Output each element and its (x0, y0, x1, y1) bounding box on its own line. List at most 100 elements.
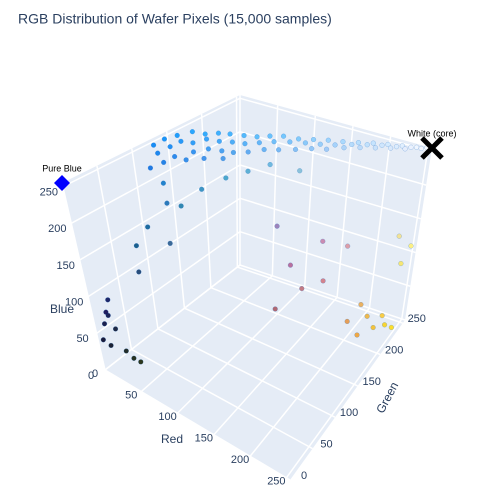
data-point (201, 155, 207, 161)
data-point (345, 243, 351, 249)
grid-line (285, 318, 403, 479)
grid-line (368, 136, 392, 309)
y-tick-label: 50 (320, 439, 332, 451)
data-point (408, 243, 414, 249)
data-point (155, 150, 161, 156)
data-point (267, 162, 273, 168)
data-point (245, 168, 251, 174)
data-point (324, 146, 330, 152)
data-point (190, 140, 196, 146)
grid-line (96, 231, 241, 334)
data-point (138, 359, 144, 365)
grid-line (239, 230, 411, 287)
data-point (178, 203, 184, 209)
data-point (293, 146, 299, 152)
marker-x (420, 136, 444, 160)
data-point (299, 286, 305, 292)
data-point (151, 142, 157, 148)
data-point (227, 131, 233, 137)
data-point (219, 148, 225, 154)
data-point (108, 342, 114, 348)
x-tick-label: 200 (231, 454, 249, 466)
data-point (216, 138, 222, 144)
data-point (287, 139, 293, 145)
data-point (100, 337, 106, 343)
data-point (309, 146, 315, 152)
data-point (183, 157, 189, 163)
data-point (103, 309, 109, 315)
data-point (267, 133, 273, 139)
grid-line (140, 275, 273, 393)
z-tick-label: 0 (88, 370, 94, 382)
data-point (385, 141, 391, 147)
grid-line (336, 126, 354, 298)
grid-line (213, 296, 338, 436)
data-point (370, 325, 376, 331)
grid-line (303, 115, 317, 287)
data-point (220, 156, 226, 162)
grid-line (87, 197, 241, 298)
data-point (414, 144, 420, 150)
data-point (161, 159, 167, 165)
data-point (164, 200, 170, 206)
marker-label: White (core) (407, 128, 456, 138)
data-point (172, 154, 178, 160)
grid-line (401, 146, 429, 320)
data-point (241, 133, 247, 139)
data-point (349, 141, 355, 147)
data-point (297, 168, 303, 174)
data-point (145, 224, 151, 230)
grid-line (239, 264, 406, 321)
z-tick-label: 100 (65, 297, 83, 309)
data-point (254, 134, 260, 140)
grid-line (235, 96, 239, 268)
grid-line (271, 105, 279, 276)
data-point (379, 313, 385, 319)
data-point (311, 137, 317, 143)
grid-line (70, 131, 241, 224)
z-tick-label: 200 (48, 223, 66, 235)
data-point (133, 243, 139, 249)
data-point (341, 145, 347, 151)
grid-line (200, 113, 212, 288)
grid-line (131, 148, 159, 329)
data-point (190, 149, 196, 155)
data-point (364, 313, 370, 319)
data-point (136, 269, 142, 275)
y-tick-label: 0 (301, 470, 307, 482)
data-point (398, 261, 404, 267)
data-point (396, 233, 402, 239)
data-point (296, 136, 302, 142)
z-tick-label: 250 (40, 187, 58, 199)
data-point (174, 132, 180, 138)
data-point (287, 262, 293, 268)
z-tick-label: 150 (57, 260, 75, 272)
floor-plane (105, 265, 405, 480)
data-point (256, 140, 262, 146)
data-point (388, 145, 394, 151)
data-point (215, 130, 221, 136)
data-point (355, 140, 361, 146)
data-point (276, 147, 282, 153)
data-point (105, 297, 111, 303)
grid-line (96, 165, 133, 350)
grid-line (237, 266, 403, 324)
data-point (317, 141, 323, 147)
marker-label: Pure Blue (42, 163, 82, 173)
data-point (167, 240, 173, 246)
data-point (245, 149, 251, 155)
data-point (113, 326, 119, 332)
data-point (320, 238, 326, 244)
x-tick-label: 250 (267, 476, 285, 488)
grid-line (184, 307, 358, 387)
data-point (364, 142, 370, 148)
z-tick-label: 50 (76, 333, 88, 345)
grid-line (249, 307, 370, 457)
data-point (402, 146, 408, 152)
data-point (204, 136, 210, 142)
data-point (229, 139, 235, 145)
data-point (147, 165, 153, 171)
data-point (357, 145, 363, 151)
data-point (320, 278, 326, 284)
